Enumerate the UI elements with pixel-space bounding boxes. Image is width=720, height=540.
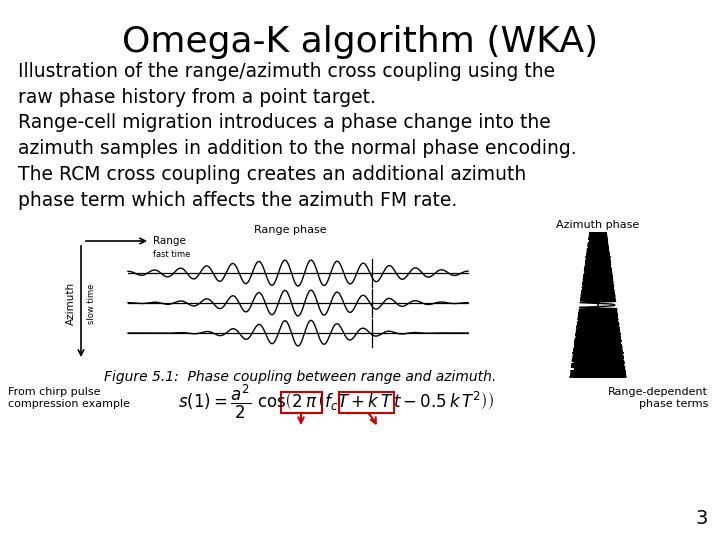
Text: Range phase: Range phase <box>253 225 326 235</box>
Text: From chirp pulse
compression example: From chirp pulse compression example <box>8 387 130 409</box>
Text: Illustration of the range/azimuth cross coupling using the
raw phase history fro: Illustration of the range/azimuth cross … <box>18 62 577 210</box>
Text: Azimuth: Azimuth <box>66 282 76 325</box>
Text: fast time: fast time <box>153 250 190 259</box>
Text: Range-dependent
phase terms: Range-dependent phase terms <box>608 387 708 409</box>
Text: Figure 5.1:  Phase coupling between range and azimuth.: Figure 5.1: Phase coupling between range… <box>104 370 496 384</box>
Text: slow time: slow time <box>86 284 96 323</box>
Text: $s(1) = \dfrac{a^{2}}{2}\ \cos\!\left(2\,\pi\,\left(f_c T+ k\,T\,t - 0.5\,k\,T^{: $s(1) = \dfrac{a^{2}}{2}\ \cos\!\left(2\… <box>178 383 495 421</box>
Text: 3: 3 <box>696 509 708 528</box>
Text: Omega-K algorithm (WKA): Omega-K algorithm (WKA) <box>122 25 598 59</box>
Text: Range: Range <box>153 236 186 246</box>
Text: Azimuth phase: Azimuth phase <box>557 220 639 230</box>
